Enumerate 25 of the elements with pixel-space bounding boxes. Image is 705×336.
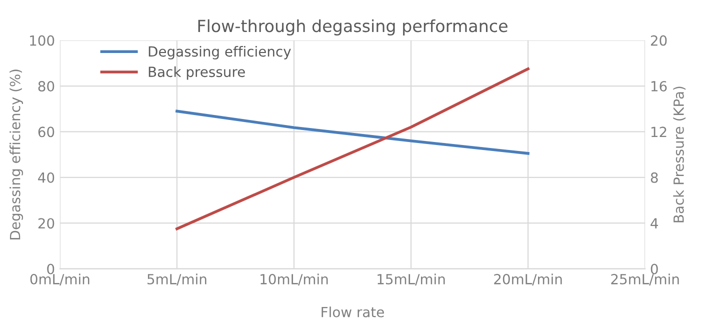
y-tick-label: 0 xyxy=(47,264,54,274)
y2-tick-label: 16 xyxy=(651,80,667,92)
y2-tick-label: 0 xyxy=(650,264,658,274)
x-tick-label: 15mL/min xyxy=(378,274,445,286)
y-tick-label: 20 xyxy=(38,218,54,229)
line-series xyxy=(176,110,530,155)
y2-axis-title: Back Pressure (KPa) xyxy=(673,86,686,222)
y-tick-label: 100 xyxy=(30,35,54,46)
y2-tick-label: 4 xyxy=(650,218,658,228)
x-axis-title: Flow rate xyxy=(322,306,384,318)
legend-label: Back pressure xyxy=(148,66,245,80)
x-tick-label: 0mL/min xyxy=(30,274,90,286)
y2-tick-label: 8 xyxy=(650,172,658,183)
y-tick-label: 60 xyxy=(38,126,54,138)
y-tick-label: 40 xyxy=(38,172,54,183)
y2-tick-label: 12 xyxy=(651,126,666,137)
legend-label: Degassing efficiency xyxy=(148,46,291,60)
x-tick-label: 20mL/min xyxy=(494,274,562,286)
y-tick-label: 80 xyxy=(38,80,54,92)
y-axis-title: Degassing efficiency (%) xyxy=(10,70,23,240)
x-tick-label: 10mL/min xyxy=(260,274,328,286)
y2-tick-label: 20 xyxy=(650,35,667,46)
chart-title: Flow-through degassing performance xyxy=(198,19,508,36)
x-tick-label: 5mL/min xyxy=(148,274,206,286)
x-tick-label: 25mL/min xyxy=(611,274,679,286)
